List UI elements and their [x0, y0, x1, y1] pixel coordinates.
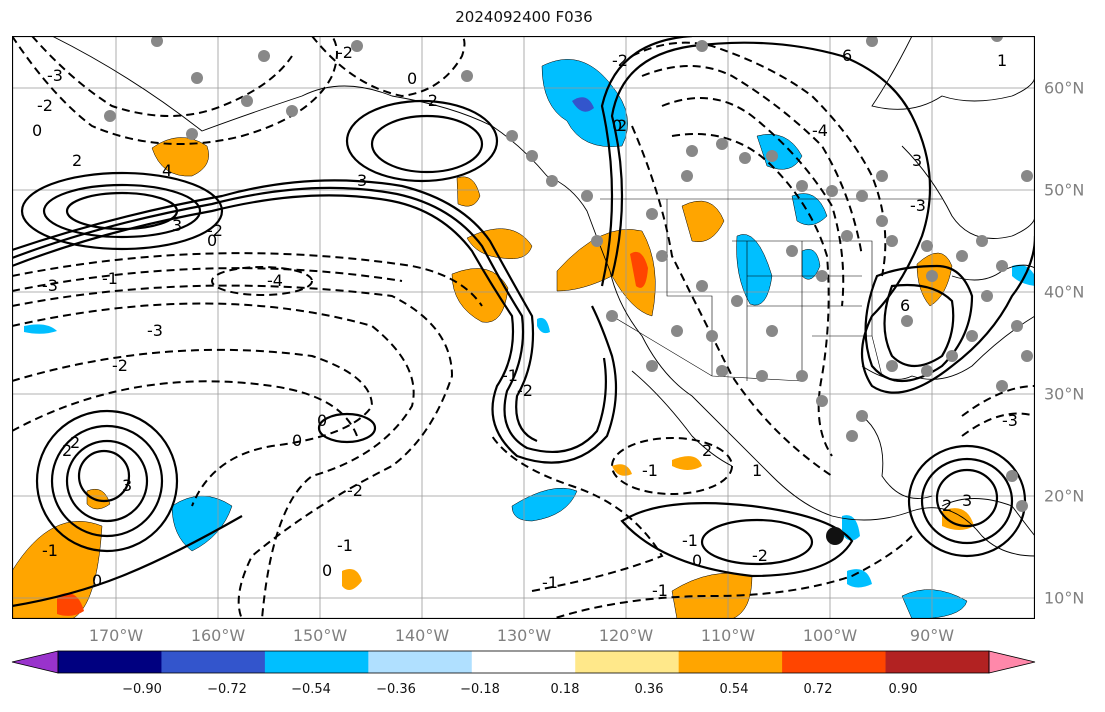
lat-label: 10°N [1044, 588, 1085, 608]
contour-label: -3 [42, 276, 58, 295]
colorbar-segment [782, 651, 887, 673]
lon-label: 140°W [394, 626, 450, 645]
lon-label: 100°W [802, 626, 858, 645]
colorbar-segment [58, 651, 162, 673]
contour-labels: -3 -2 0 2 4 3 -3 -2 -1 -4 -3 -2 0 -2 0 3… [32, 43, 1018, 600]
lon-label: 90°W [909, 626, 955, 645]
contour-label: -2 [517, 381, 533, 400]
lat-label: 20°N [1044, 486, 1085, 506]
contour-label: -1 [682, 531, 698, 550]
contour-label: -3 [910, 196, 926, 215]
contour-label: 1 [752, 461, 762, 480]
contour-label: 6 [842, 46, 852, 65]
contour-label: 2 [942, 496, 952, 515]
contour-label: 0 [207, 231, 217, 250]
map-title: 2024092400 F036 [455, 8, 593, 26]
contour-label: -1 [502, 366, 518, 385]
contour-label: 3 [122, 476, 132, 495]
contour-label: 0 [692, 551, 702, 570]
contour-label: 2 [702, 441, 712, 460]
contour-label: 0 [322, 561, 332, 580]
colorbar-segment [885, 651, 990, 673]
contour-label: -2 [612, 51, 628, 70]
contour-label: -2 [347, 481, 363, 500]
colorbar-tick: 0.18 [550, 682, 580, 697]
contour-label: 3 [912, 151, 922, 170]
contour-label: -1 [652, 581, 668, 600]
contour-label: 3 [172, 216, 182, 235]
contour-label: -2 [752, 546, 768, 565]
contour-label: 2 [62, 441, 72, 460]
lat-label: 40°N [1044, 282, 1085, 302]
contour-label: -2 [337, 43, 353, 62]
contour-label: 2 [617, 116, 627, 135]
colorbar-tick: 0.72 [803, 682, 833, 697]
lon-label: 150°W [292, 626, 348, 645]
colorbar-segment [678, 651, 783, 673]
contour-label: -3 [1002, 411, 1018, 430]
station-markers [104, 36, 1033, 512]
map-panel: -3 -2 0 2 4 3 -3 -2 -1 -4 -3 -2 0 -2 0 3… [12, 36, 1035, 619]
contour-label: 4 [162, 161, 172, 180]
map-frame [12, 36, 1035, 619]
contour-label: -1 [337, 536, 353, 555]
graticule [12, 36, 1035, 619]
contour-label: 2 [70, 433, 80, 452]
contour-label: 2 [72, 151, 82, 170]
colorbar-segment [368, 651, 473, 673]
colorbar-segment [575, 651, 680, 673]
solid-contours [12, 36, 1035, 608]
contour-label: -4 [267, 271, 283, 290]
lon-label: 130°W [496, 626, 552, 645]
colorbar-tick: 0.90 [888, 682, 918, 697]
contour-label: -4 [812, 121, 828, 140]
contour-label: 3 [357, 171, 367, 190]
contour-label: 3 [962, 491, 972, 510]
dashed-contours [12, 36, 1035, 619]
colorbar-tick: 0.36 [634, 682, 664, 697]
colorbar [11, 650, 1036, 674]
contour-label: 0 [292, 431, 302, 450]
colorbar-tick: −0.54 [291, 682, 331, 697]
contour-label: 0 [92, 571, 102, 590]
contour-label: -2 [37, 96, 53, 115]
highlight-marker [826, 527, 844, 545]
lon-label: 120°W [598, 626, 654, 645]
lon-label: 170°W [88, 626, 144, 645]
contour-label: -3 [147, 321, 163, 340]
contour-label: -2 [207, 221, 223, 240]
colorbar-segment [264, 651, 369, 673]
contour-label: 0 [32, 121, 42, 140]
lon-label: 110°W [700, 626, 756, 645]
contour-label: 6 [900, 296, 910, 315]
contour-label: -2 [112, 356, 128, 375]
lon-label: 160°W [190, 626, 246, 645]
lat-label: 60°N [1044, 78, 1085, 98]
contour-label: -2 [422, 91, 438, 110]
colorbar-segment [471, 651, 576, 673]
colorbar-tick: −0.72 [207, 682, 247, 697]
colorbar-tick: −0.36 [376, 682, 416, 697]
contour-label: 0 [407, 69, 417, 88]
lat-label: 30°N [1044, 384, 1085, 404]
colorbar-segment [161, 651, 266, 673]
contour-label: 1 [997, 51, 1007, 70]
contour-label: -3 [47, 66, 63, 85]
contour-label: -1 [102, 269, 118, 288]
contour-label: -1 [42, 541, 58, 560]
contour-label: 0 [612, 116, 622, 135]
contour-label: -1 [642, 461, 658, 480]
contour-label: -1 [542, 573, 558, 592]
colorbar-tick: 0.54 [719, 682, 749, 697]
lat-label: 50°N [1044, 180, 1085, 200]
contour-label: 0 [317, 411, 327, 430]
colorbar-tick: −0.18 [460, 682, 500, 697]
colorbar-tick: −0.90 [122, 682, 162, 697]
